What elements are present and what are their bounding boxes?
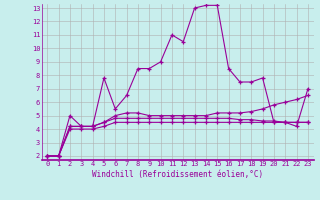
X-axis label: Windchill (Refroidissement éolien,°C): Windchill (Refroidissement éolien,°C): [92, 170, 263, 179]
